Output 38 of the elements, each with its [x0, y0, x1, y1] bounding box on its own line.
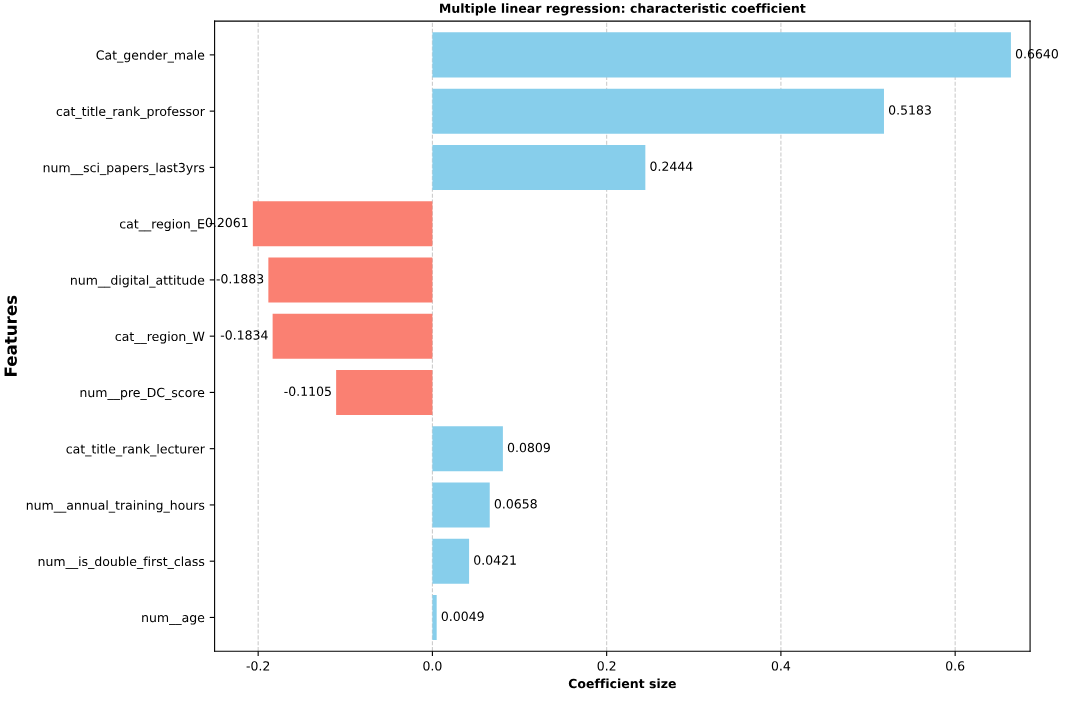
data-label: -0.1834 — [220, 330, 268, 340]
x-tick-label: 0.2 — [597, 661, 616, 671]
y-axis-title: Features — [4, 295, 17, 376]
y-tick-label: Cat_gender_male — [96, 50, 205, 63]
x-axis-title: Coefficient size — [568, 678, 676, 689]
data-label: 0.0421 — [474, 555, 516, 565]
y-tick-label: num__digital_attitude — [71, 275, 205, 288]
data-label: -0.1883 — [216, 274, 264, 284]
bar — [268, 257, 433, 303]
chart-title: Multiple linear regression: characteristic coefficient — [440, 3, 806, 16]
y-tick-label: cat_title_rank_professor — [56, 106, 205, 119]
bar — [432, 482, 490, 528]
y-tick-label: num__sci_papers_last3yrs — [43, 162, 205, 176]
bar — [272, 313, 433, 359]
data-label: 0.0658 — [494, 499, 537, 509]
y-tick-label: cat_title_rank_lecturer — [66, 443, 205, 457]
y-tick-label: num__annual_training_hours — [26, 500, 205, 513]
bar — [432, 32, 1011, 78]
x-tick-label: 0.0 — [423, 661, 442, 671]
x-tick-label: -0.2 — [246, 661, 270, 671]
bar — [432, 144, 646, 190]
bar — [432, 594, 437, 640]
bar — [432, 538, 470, 584]
data-label: 0.2444 — [650, 161, 693, 172]
data-label: 0.5183 — [888, 105, 931, 115]
y-tick-label: num__is_double_first_class — [38, 556, 205, 569]
x-tick-label: 0.4 — [771, 661, 791, 671]
data-label: 0.0809 — [507, 442, 550, 453]
bar — [432, 426, 503, 472]
y-tick-label: cat__region_W — [115, 331, 205, 344]
bar — [336, 369, 433, 415]
y-tick-label: num__pre_DC_score — [80, 387, 205, 400]
data-label: 0.0049 — [441, 611, 484, 622]
bar — [432, 88, 884, 134]
x-tick-label: 0.6 — [946, 661, 965, 671]
y-tick-label: num__age — [142, 615, 205, 625]
data-label: -0.1105 — [284, 386, 331, 397]
bar — [252, 201, 433, 247]
